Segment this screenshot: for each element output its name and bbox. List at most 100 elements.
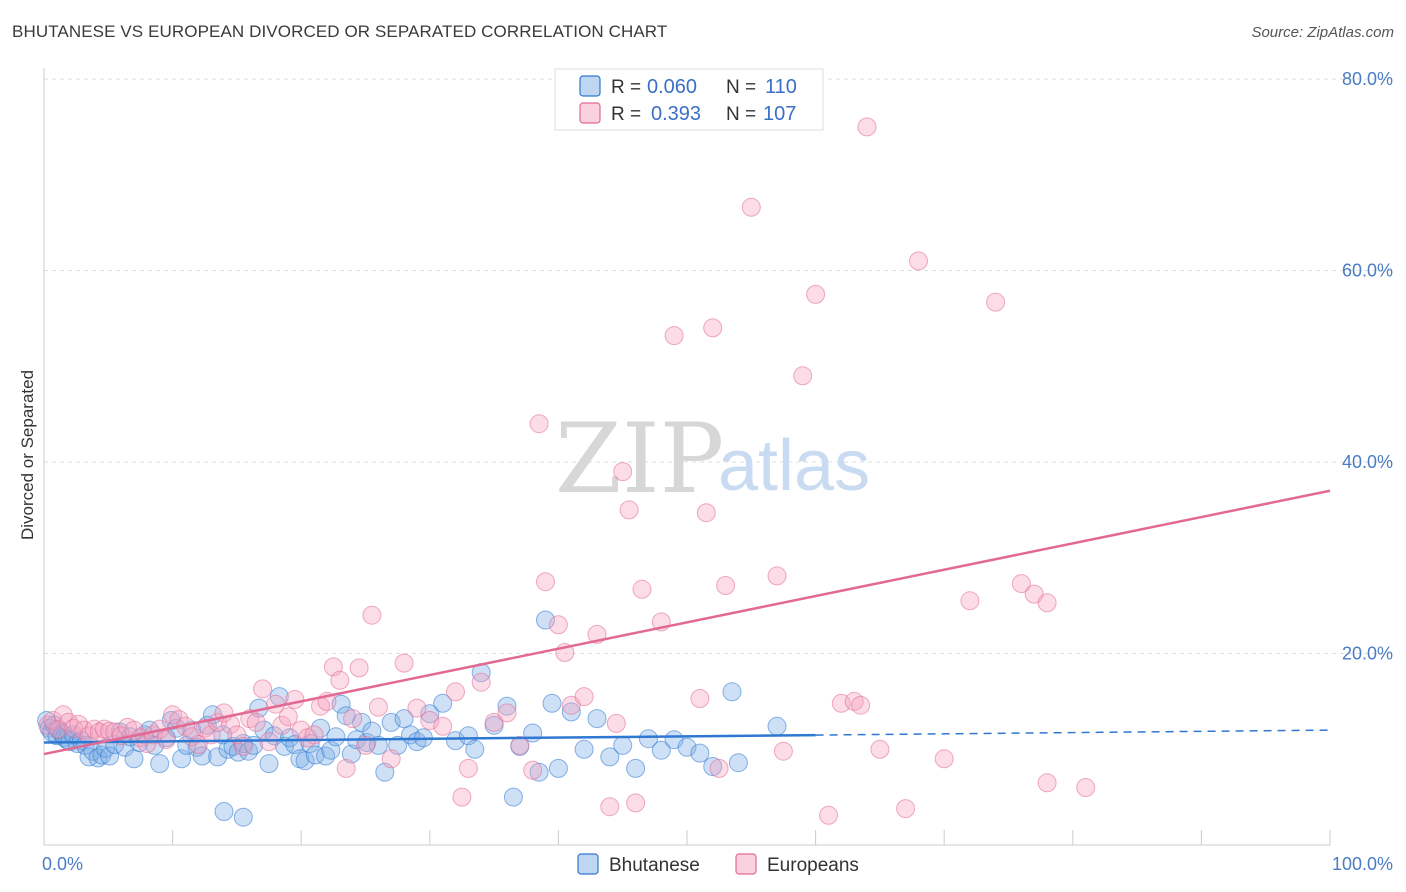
point-europeans-87: [716, 576, 736, 595]
point-europeans-100: [909, 251, 928, 271]
point-europeans-34: [240, 709, 260, 729]
point-bhutanese-95: [587, 709, 607, 729]
legend-n-value-europeans: 107: [763, 103, 796, 125]
point-bhutanese-71: [368, 735, 388, 755]
trend-line-bhutanese: [43, 733, 816, 744]
point-europeans-51: [349, 658, 369, 678]
point-europeans-60: [446, 682, 465, 702]
point-bhutanese-24: [124, 749, 144, 769]
legend-n-label-bhutanese: N =: [726, 77, 756, 98]
point-europeans-83: [690, 689, 710, 708]
watermark-zip: ZIP: [555, 403, 724, 515]
trend-lines: [43, 489, 1331, 756]
trend-line-europeans: [43, 489, 1331, 756]
point-europeans-68: [529, 414, 549, 434]
axes: [43, 68, 1331, 846]
point-europeans-70: [548, 615, 568, 635]
point-europeans-55: [381, 749, 401, 769]
legend-r-label-europeans: R =: [611, 104, 641, 125]
point-bhutanese-90: [536, 610, 555, 630]
point-bhutanese-50: [259, 754, 279, 774]
point-bhutanese-40: [208, 747, 228, 767]
point-europeans-102: [960, 591, 980, 611]
point-europeans-99: [896, 799, 916, 819]
point-europeans-35: [246, 712, 266, 732]
point-bhutanese-80: [433, 693, 453, 713]
point-bhutanese-63: [326, 727, 346, 747]
point-europeans-103: [986, 292, 1006, 312]
point-europeans-98: [870, 739, 890, 759]
point-bhutanese-93: [561, 702, 581, 722]
point-bhutanese-64: [331, 694, 351, 714]
point-europeans-77: [613, 462, 633, 482]
point-europeans-48: [330, 670, 350, 690]
point-europeans-49: [336, 758, 356, 778]
point-europeans-52: [356, 735, 375, 755]
source-credit: Source: ZipAtlas.com: [1251, 24, 1394, 41]
point-europeans-85: [703, 318, 723, 338]
legend-bottom-swatch-europeans: [735, 853, 757, 875]
point-europeans-63: [471, 672, 491, 692]
point-bhutanese-79: [420, 704, 440, 724]
point-europeans-41: [285, 690, 305, 709]
legend-r-value-bhutanese: 0.060: [647, 76, 697, 98]
legend-bottom-label-bhutanese: Bhutanese: [609, 855, 700, 876]
point-europeans-80: [632, 579, 652, 599]
point-bhutanese-107: [767, 716, 787, 736]
point-europeans-92: [806, 284, 826, 304]
point-bhutanese-105: [722, 682, 742, 702]
point-europeans-79: [626, 793, 646, 813]
point-bhutanese-29: [150, 754, 170, 774]
legend-swatch-europeans: [579, 102, 601, 124]
watermark-atlas: atlas: [718, 426, 870, 506]
point-europeans-76: [606, 713, 626, 733]
point-bhutanese-110: [503, 787, 523, 807]
legend-bottom-swatch-bhutanese: [577, 853, 599, 875]
point-bhutanese-49: [254, 720, 274, 740]
point-bhutanese-73: [381, 712, 401, 732]
point-europeans-64: [484, 712, 504, 732]
point-europeans-61: [452, 787, 472, 807]
point-europeans-75: [600, 797, 620, 817]
legend-swatch-bhutanese: [579, 75, 601, 97]
point-bhutanese-94: [574, 739, 594, 759]
data-points: [37, 117, 1096, 827]
point-europeans-108: [1076, 778, 1096, 797]
point-bhutanese-59: [305, 745, 325, 765]
point-bhutanese-57: [295, 751, 315, 771]
point-europeans-106: [1037, 593, 1057, 613]
point-europeans-73: [574, 687, 594, 707]
point-europeans-40: [278, 707, 298, 727]
legend-top: R = 0.060 N = 110 R = 0.393 N = 107: [554, 68, 824, 131]
series-bhutanese: [37, 610, 787, 827]
point-europeans-65: [497, 703, 517, 723]
point-europeans-97: [857, 117, 877, 137]
point-europeans-89: [767, 566, 787, 586]
point-bhutanese-92: [548, 758, 568, 778]
point-bhutanese-108: [214, 802, 234, 821]
grid-lines: [44, 78, 1392, 654]
legend-n-value-bhutanese: 110: [765, 76, 797, 98]
y-tick-label-60: 60.0%: [1342, 261, 1393, 281]
point-europeans-104: [1011, 574, 1031, 594]
point-bhutanese-96: [600, 747, 620, 767]
point-europeans-66: [510, 735, 530, 755]
tick-labels: 20.0% 40.0% 60.0% 80.0% 0.0% 100.0%: [42, 69, 1393, 874]
point-europeans-90: [773, 741, 793, 761]
x-tick-label-right: 100.0%: [1332, 854, 1393, 874]
point-europeans-67: [523, 760, 543, 780]
point-europeans-56: [394, 653, 414, 673]
point-europeans-82: [664, 326, 684, 346]
point-europeans-59: [433, 716, 453, 736]
point-europeans-78: [619, 500, 639, 520]
point-europeans-91: [793, 366, 813, 386]
trend-line-extension-bhutanese: [815, 729, 1331, 736]
point-bhutanese-81: [446, 731, 465, 751]
point-europeans-62: [458, 758, 478, 778]
point-europeans-21: [156, 730, 176, 750]
chart-title: BHUTANESE VS EUROPEAN DIVORCED OR SEPARA…: [12, 22, 668, 41]
legend-bottom-label-europeans: Europeans: [767, 855, 859, 876]
point-europeans-95: [844, 691, 864, 711]
y-tick-label-40: 40.0%: [1342, 452, 1393, 472]
point-bhutanese-109: [233, 807, 253, 827]
